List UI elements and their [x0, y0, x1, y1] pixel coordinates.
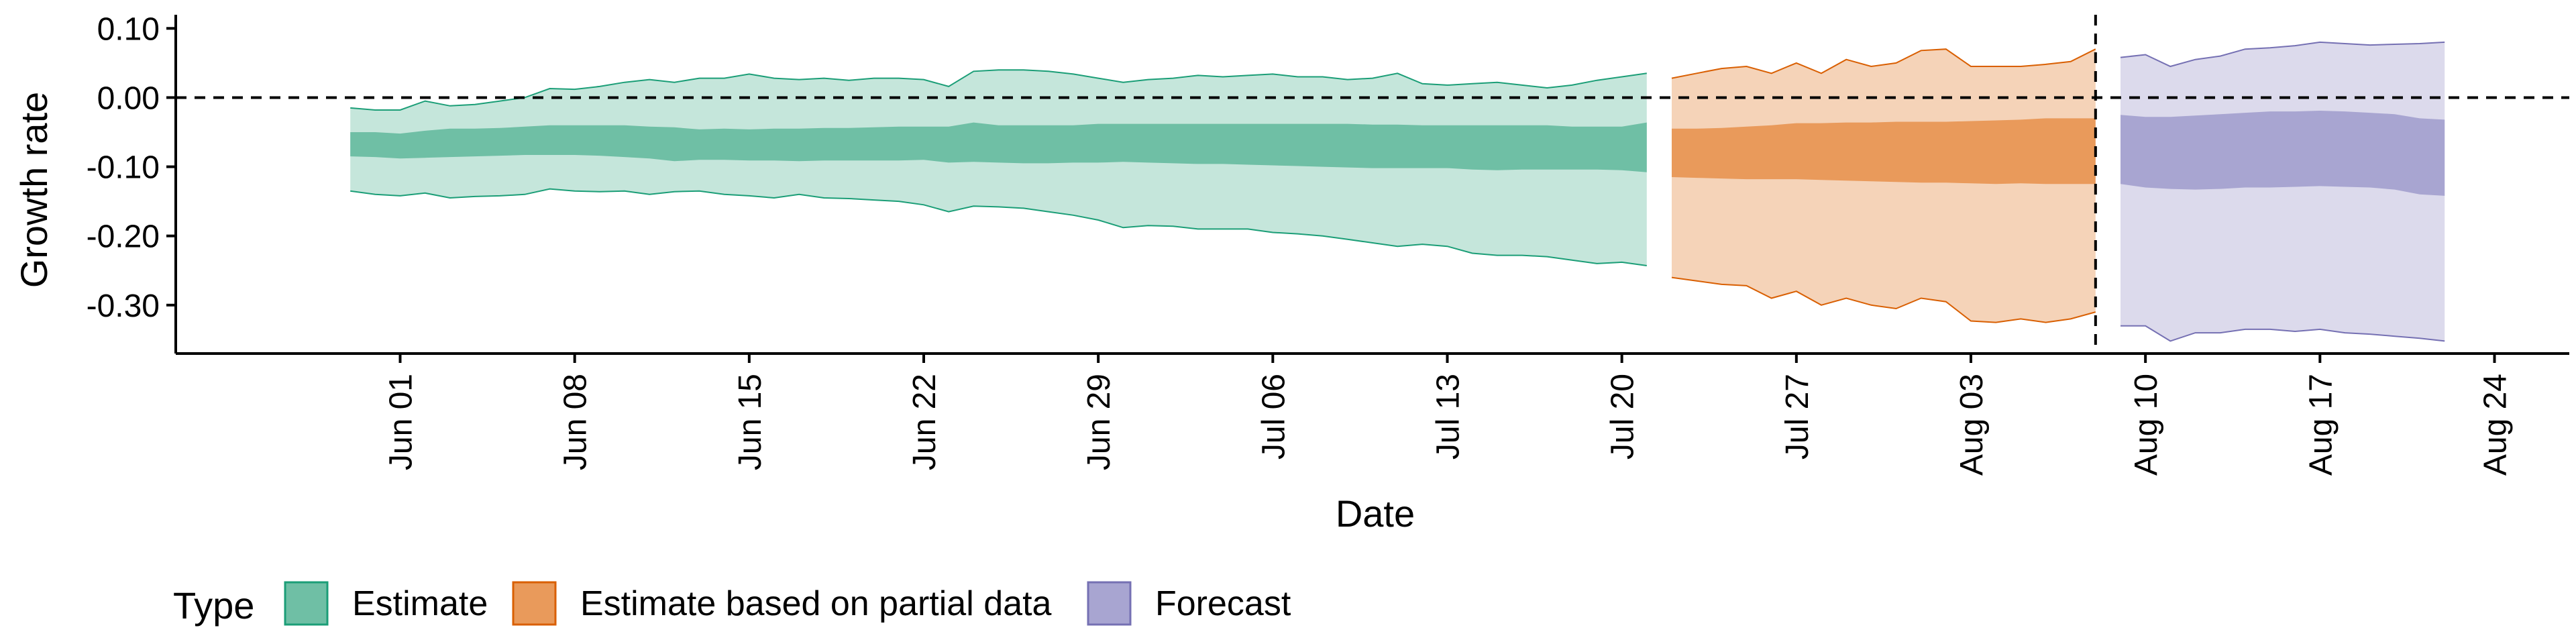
reference-lines: [176, 15, 2569, 354]
upper-bound-line-forecast: [2120, 41, 2445, 68]
x-tick-label: Aug 10: [2129, 374, 2164, 476]
legend-label-estimate: Estimate: [352, 584, 488, 623]
band-50-estimate: [350, 122, 1647, 172]
x-tick-label: Aug 24: [2478, 374, 2514, 476]
x-tick-label: Jun 22: [907, 374, 943, 470]
legend-label-forecast: Forecast: [1155, 584, 1291, 623]
band-90-partial: [1672, 49, 2096, 323]
y-tick-label: -0.30: [87, 288, 160, 324]
upper-bound-line-partial: [1671, 48, 2096, 79]
y-tick-label: -0.10: [87, 150, 160, 186]
x-tick-label: Jun 29: [1081, 374, 1117, 470]
x-tick-label: Jun 01: [384, 374, 419, 470]
y-tick-label: 0.10: [97, 11, 160, 47]
lower-bound-line-estimate: [350, 188, 1647, 266]
legend-swatch-forecast: [1087, 581, 1132, 626]
band-90-estimate: [350, 70, 1647, 266]
x-tick-label: Jul 13: [1431, 374, 1466, 460]
band-90-forecast: [2121, 42, 2445, 341]
x-tick-label: Jul 06: [1256, 374, 1291, 460]
series-estimate: [350, 69, 1647, 266]
x-axis-title: Date: [1336, 492, 1415, 535]
legend-title: Type: [173, 584, 254, 627]
x-axis-ticks: Jun 01 Jun 08 Jun 15 Jun 22 Jun 29 Jul 06 Jul …: [384, 354, 2514, 476]
y-tick-label: 0.00: [97, 80, 160, 116]
series-partial: [1671, 48, 2096, 323]
x-tick-label: Aug 03: [1954, 374, 1990, 476]
x-tick-label: Jun 15: [733, 374, 768, 470]
legend-swatch-partial: [512, 581, 557, 626]
x-tick-label: Aug 17: [2303, 374, 2339, 476]
legend-label-partial: Estimate based on partial data: [580, 584, 1052, 623]
y-tick-label: -0.20: [87, 219, 160, 255]
legend: Type Estimate Estimate based on partial …: [173, 581, 1291, 627]
bands-layer: [350, 41, 2445, 342]
lower-bound-line-forecast: [2121, 325, 2445, 342]
y-axis-title: Growth rate: [13, 92, 55, 288]
series-forecast: [2120, 41, 2445, 342]
lower-bound-line-partial: [1671, 276, 2096, 323]
x-tick-label: Jul 20: [1605, 374, 1641, 460]
band-50-forecast: [2121, 111, 2445, 196]
x-tick-label: Jun 08: [558, 374, 594, 470]
upper-bound-line-estimate: [350, 69, 1647, 111]
band-50-partial: [1672, 118, 2096, 184]
x-tick-label: Jul 27: [1780, 374, 1815, 460]
legend-swatch-estimate: [284, 581, 329, 626]
y-axis-ticks: 0.10 0.00 -0.10 -0.20 -0.30: [87, 11, 176, 324]
